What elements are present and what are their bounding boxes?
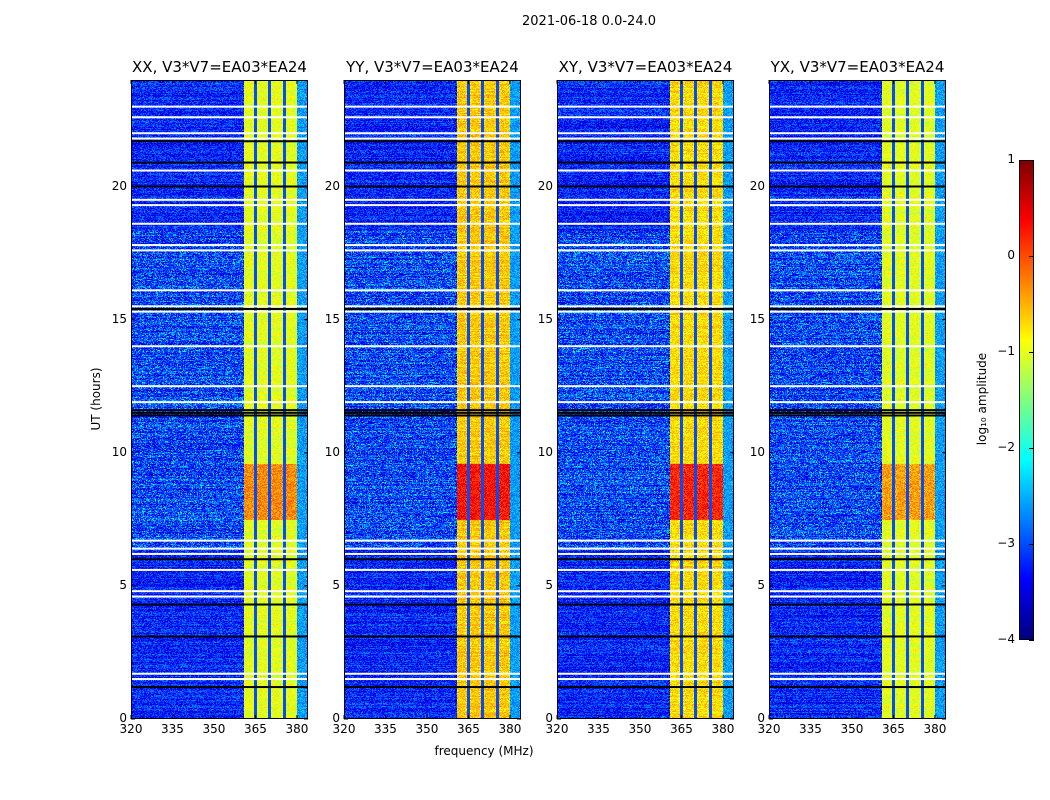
colorbar-tick-label: −2 [997,440,1015,454]
x-tick-label: 350 [415,722,439,736]
x-tick-label: 365 [244,722,267,736]
x-tick-label: 335 [374,722,397,736]
colorbar-tick-label: 1 [1007,152,1015,166]
panel-title: XY, V3*V7=EA03*EA24 [558,58,733,76]
x-tick-label: 350 [202,722,226,736]
axes-border [557,80,734,719]
y-tick-label: 15 [324,311,340,326]
y-tick-label: 5 [757,577,765,592]
y-tick-label: 5 [545,577,553,592]
y-tick-label: 20 [537,178,553,193]
figure-title: 2021-06-18 0.0-24.0 [522,14,656,29]
x-tick-label: 380 [711,722,735,736]
axes-frame [556,80,734,720]
x-tick-label: 350 [628,722,652,736]
y-tick-label: 10 [324,444,340,459]
x-tick-label: 320 [757,722,781,736]
panel-title: XX, V3*V7=EA03*EA24 [132,58,307,76]
y-tick-label: 5 [119,577,127,592]
x-tick-label: 320 [119,722,143,736]
colorbar-tick-mark [1029,256,1034,257]
heatmap-image [344,80,521,719]
y-tick-label: 20 [324,178,340,193]
axes-frame [343,80,521,720]
y-tick-label: 10 [537,444,553,459]
x-tick-label: 320 [545,722,569,736]
panel-2: YY, V3*V7=EA03*EA24 320 335 350 365 380 0 5 10 15… [325,58,522,736]
axes-frame [768,80,946,720]
panel-title: YY, V3*V7=EA03*EA24 [346,58,519,76]
colorbar [1019,160,1034,640]
panel-1: XX, V3*V7=EA03*EA24 320 335 350 365 380 0 5 10 15… [112,58,309,736]
x-axis-label: frequency (MHz) [434,744,534,758]
x-tick-label: 365 [882,722,905,736]
x-tick-label: 380 [498,722,522,736]
y-tick-label: 15 [749,311,765,326]
y-tick-label: 20 [111,178,127,193]
axes-border [769,80,946,719]
x-tick-label: 380 [923,722,947,736]
axes-frame [130,80,308,720]
y-tick-label: 15 [111,311,127,326]
colorbar-label: log₁₀ amplitude [975,352,989,446]
axes-border [344,80,521,719]
x-tick-label: 365 [457,722,480,736]
x-tick-label: 335 [799,722,822,736]
colorbar-tick-label: −4 [997,632,1015,646]
x-tick-label: 350 [840,722,864,736]
axes-border [131,80,308,719]
y-tick-label: 5 [332,577,340,592]
colorbar-tick-label: −1 [997,344,1015,358]
heatmap-image [769,80,946,719]
x-tick-label: 365 [670,722,693,736]
y-tick-label: 15 [537,311,553,326]
colorbar-tick-label: −3 [997,536,1015,550]
heatmap-image [131,80,308,719]
x-tick-label: 335 [161,722,184,736]
colorbar-tick-mark [1029,640,1034,641]
panel-title: YX, V3*V7=EA03*EA24 [770,58,945,76]
y-tick-label: 10 [749,444,765,459]
y-axis-label: UT (hours) [89,367,103,431]
colorbar-tick-mark [1029,448,1034,449]
y-tick-label: 0 [119,711,127,725]
y-tick-label: 10 [111,444,127,459]
x-tick-label: 335 [587,722,610,736]
y-tick-label: 20 [749,178,765,193]
y-tick-label: 0 [757,711,765,725]
colorbar-tick-label: 0 [1007,248,1015,262]
x-tick-label: 380 [285,722,309,736]
x-tick-label: 320 [332,722,356,736]
colorbar-tick-mark [1029,544,1034,545]
panel-3: XY, V3*V7=EA03*EA24 320 335 350 365 380 0 5 10 15… [538,58,735,736]
panel-4: YX, V3*V7=EA03*EA24 320 335 350 365 380 0 5 10 15… [750,58,947,736]
colorbar-tick-mark [1029,352,1034,353]
y-tick-label: 0 [332,711,340,725]
heatmap-image [557,80,734,719]
y-tick-label: 0 [545,711,553,725]
colorbar-tick-mark [1029,160,1034,161]
